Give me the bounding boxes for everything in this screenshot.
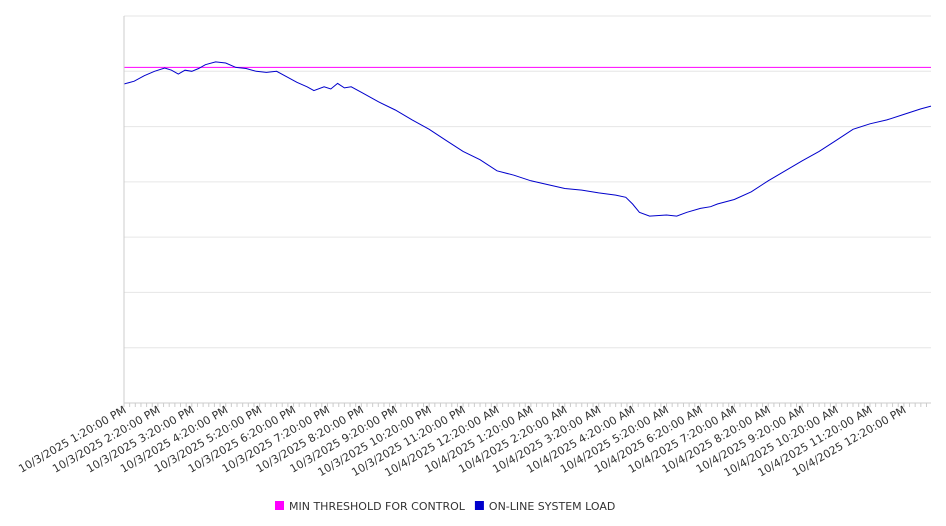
series-layer bbox=[123, 61, 932, 217]
series-line-1[interactable] bbox=[123, 61, 932, 217]
legend: MIN THRESHOLD FOR CONTROL ON-LINE SYSTEM … bbox=[275, 500, 615, 513]
legend-swatch-0 bbox=[275, 501, 284, 510]
legend-label-1[interactable]: ON-LINE SYSTEM LOAD bbox=[489, 500, 615, 513]
axes bbox=[123, 16, 931, 404]
x-axis-tick-marks bbox=[123, 403, 927, 407]
grid-lines bbox=[124, 15, 931, 349]
legend-label-0[interactable]: MIN THRESHOLD FOR CONTROL bbox=[289, 500, 466, 513]
legend-swatch-1 bbox=[474, 501, 484, 510]
